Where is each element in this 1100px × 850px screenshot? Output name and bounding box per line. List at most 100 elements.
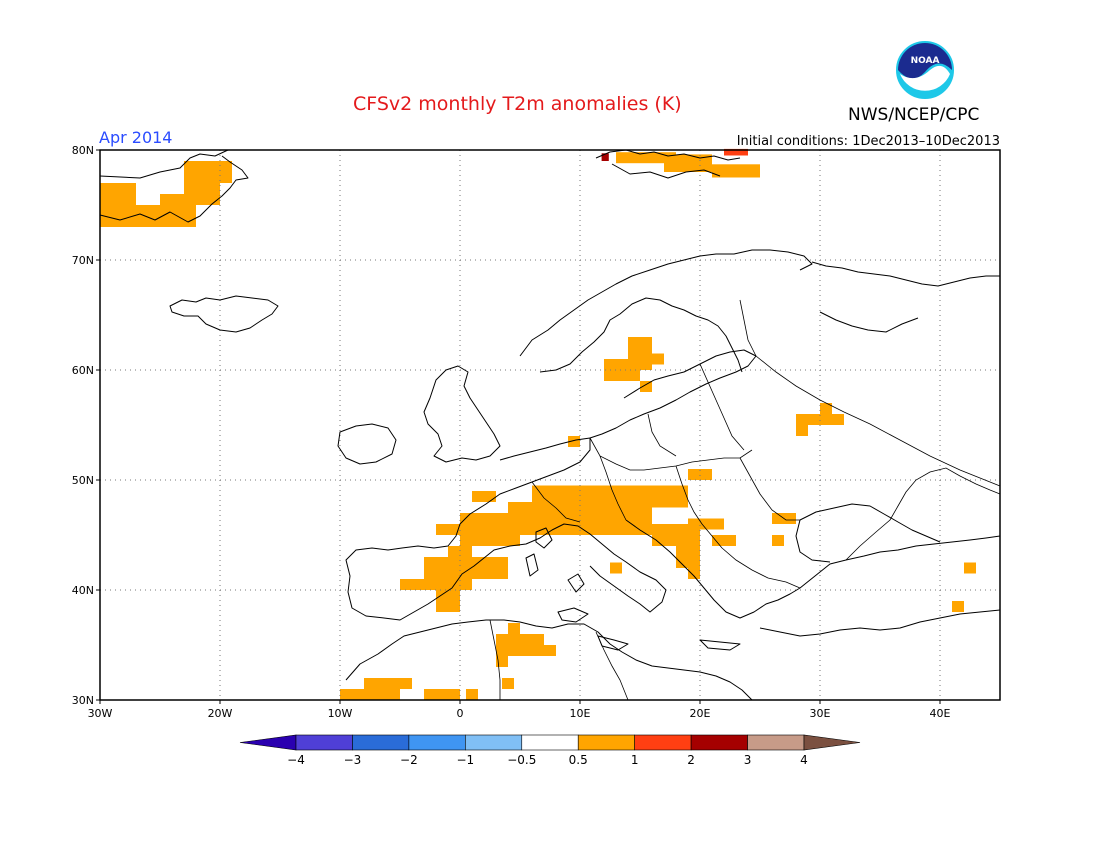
anomaly-cell [568, 436, 580, 447]
colorbar-tick-label: 1 [631, 753, 639, 767]
coastline-western-europe [345, 437, 667, 621]
lat-tick-label: 80N [72, 144, 94, 157]
lon-tick-label: 10W [328, 707, 353, 720]
anomaly-cell [688, 568, 700, 579]
anomaly-cell [472, 491, 496, 502]
anomaly-cell [628, 337, 652, 370]
lon-tick-label: 20W [208, 707, 233, 720]
colorbar-swatch [295, 734, 353, 751]
anomaly-cell [664, 154, 712, 172]
coastline-north-africa [345, 619, 753, 701]
anomaly-cell [508, 623, 520, 634]
coastline-norway-sweden [519, 249, 813, 373]
anomaly-cell [436, 524, 460, 535]
graticule [100, 150, 1000, 700]
coastline-british-isles [337, 365, 501, 465]
map-frame [99, 149, 1001, 701]
anomaly-cell [424, 557, 448, 579]
noaa-logo: NOAA [894, 39, 956, 101]
anomaly-cell [616, 152, 676, 164]
anomaly-cell [820, 403, 832, 414]
anomaly-cell [640, 381, 652, 392]
colorbar-swatch [634, 734, 692, 751]
colorbar-low-arrow [239, 734, 297, 751]
lon-tick-label: 40E [930, 707, 951, 720]
anomaly-cell [952, 601, 964, 612]
anomaly-cell [652, 353, 664, 365]
anomaly-cell [424, 689, 460, 700]
colorbar-tick-label: −2 [400, 753, 418, 767]
coastline-islands [525, 527, 741, 651]
anomaly-cell [100, 183, 136, 205]
map-background [100, 150, 1000, 700]
agency-label: NWS/NCEP/CPC [848, 105, 979, 125]
colorbar-tick-label: 4 [800, 753, 808, 767]
colorbar-swatch [521, 734, 579, 751]
anomaly-cell [364, 678, 412, 689]
colorbar-tick-label: −3 [344, 753, 362, 767]
country-borders [489, 299, 1001, 701]
anomaly-cell [712, 535, 724, 546]
lat-tick-label: 60N [72, 364, 94, 377]
colorbar-swatch [747, 734, 805, 751]
lon-tick-label: 10E [570, 707, 591, 720]
colorbar-swatch [690, 734, 748, 751]
axis-ticks: 30W 20W 10W 0 10E 20E 30E 40E 30N 40N 50N 60N 70N 80N [72, 144, 951, 720]
anomaly-cell [964, 562, 976, 574]
anomaly-cell [436, 590, 460, 612]
coastline-russia-north [811, 261, 1000, 333]
anomaly-cell [502, 678, 514, 689]
coastline-baltic [589, 349, 757, 439]
anomaly-cell [496, 634, 544, 645]
map-area: 30W 20W 10W 0 10E 20E 30E 40E 30N 40N 50N 60N 70N 80N [72, 144, 1001, 720]
figure-title: CFSv2 monthly T2m anomalies (K) [353, 93, 682, 115]
anomaly-cell [676, 524, 700, 568]
lon-tick-label: 20E [690, 707, 711, 720]
coastlines [99, 149, 1001, 701]
initial-conditions-label: Initial conditions: 1Dec2013–10Dec2013 [737, 134, 1000, 149]
colorbar-high-arrow [803, 734, 861, 751]
forecast-month-label: Apr 2014 [99, 128, 172, 147]
anomaly-cell [400, 579, 448, 590]
noaa-logo-text: NOAA [911, 56, 940, 66]
colorbar-swatch [465, 734, 523, 751]
anomaly-cell [340, 689, 400, 700]
colorbar-tick-label: 2 [687, 753, 695, 767]
colorbar-legend: −4 −3 −2 −1 −0.5 0.5 1 2 3 4 [239, 734, 861, 767]
colorbar-tick-label: −0.5 [507, 753, 536, 767]
anomaly-cell [688, 518, 724, 530]
coastline-iceland [169, 295, 279, 333]
coastline-black-sea [795, 503, 941, 563]
anomaly-cell [601, 153, 609, 161]
lon-tick-label: 30W [88, 707, 113, 720]
anomaly-cell [724, 535, 736, 546]
colorbar-swatch [408, 734, 466, 751]
anomaly-cell [448, 557, 460, 568]
lon-tick-label: 0 [457, 707, 464, 720]
lat-tick-label: 40N [72, 584, 94, 597]
colorbar-swatch [352, 734, 410, 751]
lat-tick-label: 30N [72, 694, 94, 707]
lat-tick-label: 70N [72, 254, 94, 267]
anomaly-cell [508, 502, 652, 535]
anomaly-cell [520, 645, 556, 656]
anomaly-cell [466, 689, 478, 700]
anomaly-cell [808, 414, 844, 425]
anomaly-cell [496, 656, 508, 667]
coastline-greenland [99, 149, 249, 223]
anomaly-cell [796, 414, 808, 436]
coastline-balkans [625, 519, 1001, 637]
anomaly-cell [496, 645, 520, 656]
anomaly-cell [460, 513, 520, 546]
lat-tick-label: 50N [72, 474, 94, 487]
anomaly-cell [472, 557, 508, 579]
colorbar-tick-label: −4 [287, 753, 305, 767]
colorbar-tick-label: −1 [456, 753, 474, 767]
anomaly-layer [100, 148, 976, 700]
colorbar-swatch [577, 734, 635, 751]
anomaly-cell [610, 562, 622, 574]
colorbar-tick-label: 0.5 [569, 753, 588, 767]
anomaly-cell [712, 164, 760, 178]
anomaly-cell [724, 148, 748, 156]
